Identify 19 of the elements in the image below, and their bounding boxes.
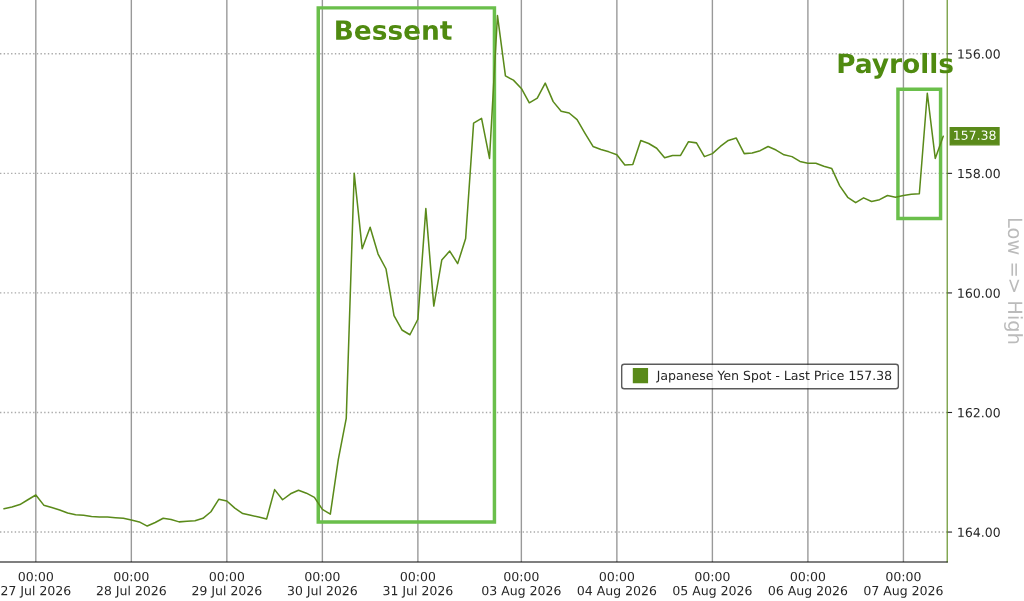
x-tick-label: 00:00 31 Jul 2026 [383, 571, 453, 598]
y-axis-title: Low => High [1004, 218, 1023, 344]
y-tick-label: 160.00 [958, 288, 1000, 298]
x-tick-label: 00:00 28 Jul 2026 [96, 571, 166, 598]
x-tick-label: 00:00 03 Aug 2026 [482, 571, 561, 598]
annotation: Bessent [336, 20, 452, 41]
y-tick-label: 164.00 [958, 527, 1000, 537]
data-label: 157.38 [954, 130, 996, 140]
x-tick-label: 00:00 30 Jul 2026 [287, 571, 357, 598]
x-tick-label: 00:00 07 Aug 2026 [864, 571, 943, 598]
x-tick-label: 00:00 04 Aug 2026 [577, 571, 657, 598]
legend-label: Japanese Yen Spot - Last Price 157.38 [656, 370, 892, 383]
x-tick-label: 00:00 05 Aug 2026 [673, 571, 752, 598]
x-tick-label: 00:00 29 Jul 2026 [192, 571, 262, 598]
y-tick-label: 156.00 [958, 49, 1000, 59]
y-tick-label: 162.00 [958, 407, 1000, 418]
x-tick-label: 00:00 27 Jul 2026 [1, 571, 71, 598]
x-tick-label: 00:00 06 Aug 2026 [768, 571, 848, 598]
y-tick-label: 158.00 [958, 168, 1000, 179]
